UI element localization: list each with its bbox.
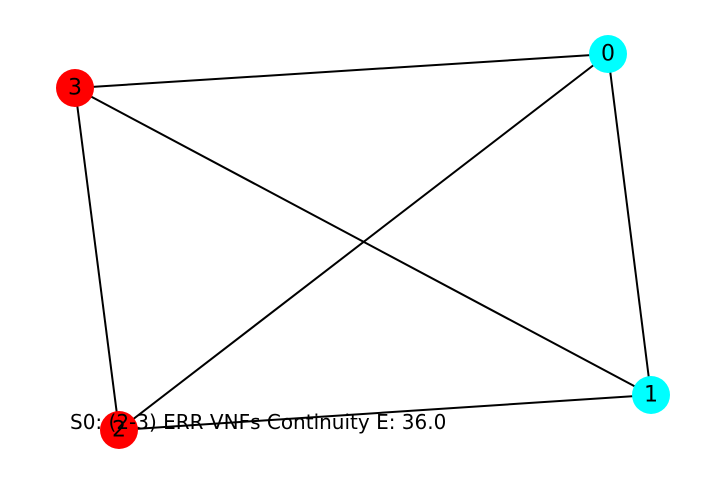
node-1: 1	[632, 376, 670, 414]
node-1-label: 1	[644, 383, 658, 408]
edge-0-1	[607, 53, 652, 396]
node-1-circle	[632, 376, 670, 414]
node-0: 0	[589, 35, 627, 73]
node-3: 3	[56, 69, 94, 107]
edges-layer	[74, 53, 652, 431]
edge-3-2	[74, 87, 120, 431]
edge-2-1	[118, 394, 652, 431]
edge-0-3	[74, 53, 609, 89]
graph-caption: S0: (2-3) ERR VNFs Continuity E: 36.0	[70, 410, 446, 434]
edge-3-1	[74, 87, 652, 396]
node-2-label: 2	[112, 418, 126, 443]
node-3-label: 3	[68, 76, 82, 101]
node-2-circle	[100, 411, 138, 449]
node-0-circle	[589, 35, 627, 73]
node-2: 2	[100, 411, 138, 449]
nodes-layer: 0 1 3 2	[56, 35, 670, 449]
node-0-label: 0	[601, 42, 615, 67]
node-3-circle	[56, 69, 94, 107]
